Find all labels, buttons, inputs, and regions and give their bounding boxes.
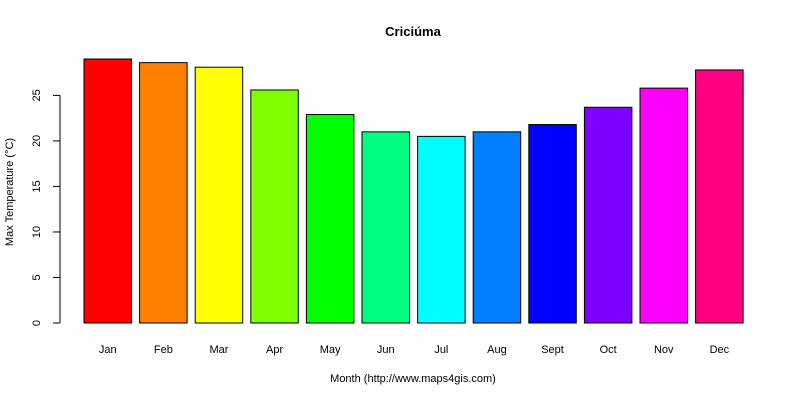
chart-title: Criciúma — [385, 24, 441, 39]
y-axis: 0 5 10 15 20 25 — [31, 89, 61, 326]
bar-nov — [639, 87, 688, 324]
bars-group — [83, 58, 744, 324]
x-tick-labels: Jan Feb Mar Apr May Jun Jul Aug Sept Oct Nov Dec — [99, 344, 730, 356]
y-tick-label: 5 — [31, 274, 43, 280]
x-tick-label: Apr — [266, 344, 283, 356]
bar-sept — [528, 124, 577, 324]
x-tick-label: Nov — [654, 344, 674, 356]
bar-mar — [194, 66, 244, 324]
bar-aug — [472, 131, 522, 324]
y-tick-label: 15 — [31, 180, 43, 192]
x-tick-label: Jun — [377, 344, 395, 356]
bar-jan — [83, 58, 132, 324]
bar-dec — [695, 69, 744, 324]
x-tick-label: Mar — [209, 344, 228, 356]
bar-apr — [250, 89, 299, 324]
bar-jul — [417, 135, 466, 324]
x-tick-label: Jul — [434, 344, 448, 356]
x-axis-label: Month (http://www.maps4gis.com) — [330, 373, 496, 385]
x-tick-label: Jan — [99, 344, 117, 356]
x-tick-label: Aug — [487, 344, 507, 356]
bar-may — [305, 114, 355, 324]
y-tick-label: 0 — [31, 320, 43, 326]
bar-jun — [361, 131, 410, 324]
x-tick-label: Dec — [710, 344, 730, 356]
y-tick-label: 10 — [31, 226, 43, 238]
bar-feb — [139, 62, 188, 324]
x-tick-label: Sept — [541, 344, 564, 356]
y-tick-label: 20 — [31, 135, 43, 147]
x-tick-label: Feb — [154, 344, 173, 356]
x-tick-label: Oct — [600, 344, 617, 356]
y-tick-label: 25 — [31, 89, 43, 101]
bar-oct — [583, 106, 633, 324]
y-axis-label: Max Temperature (°C) — [4, 138, 16, 246]
x-tick-label: May — [320, 344, 341, 356]
